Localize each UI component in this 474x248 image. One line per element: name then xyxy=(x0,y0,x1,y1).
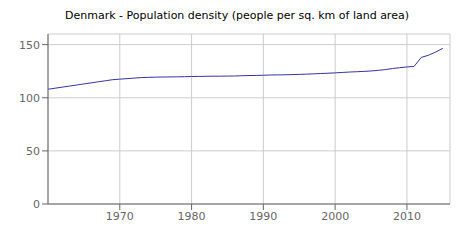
svg-text:1970: 1970 xyxy=(106,210,134,223)
svg-text:0: 0 xyxy=(33,198,40,211)
svg-text:150: 150 xyxy=(19,39,40,52)
svg-text:2000: 2000 xyxy=(321,210,349,223)
svg-text:50: 50 xyxy=(26,145,40,158)
svg-text:100: 100 xyxy=(19,92,40,105)
html-text:Denmark - Population density (: Denmark - Population density (people per… xyxy=(65,9,409,22)
svg-text:1980: 1980 xyxy=(178,210,206,223)
svg-text:2010: 2010 xyxy=(393,210,421,223)
svg-text:1990: 1990 xyxy=(249,210,277,223)
